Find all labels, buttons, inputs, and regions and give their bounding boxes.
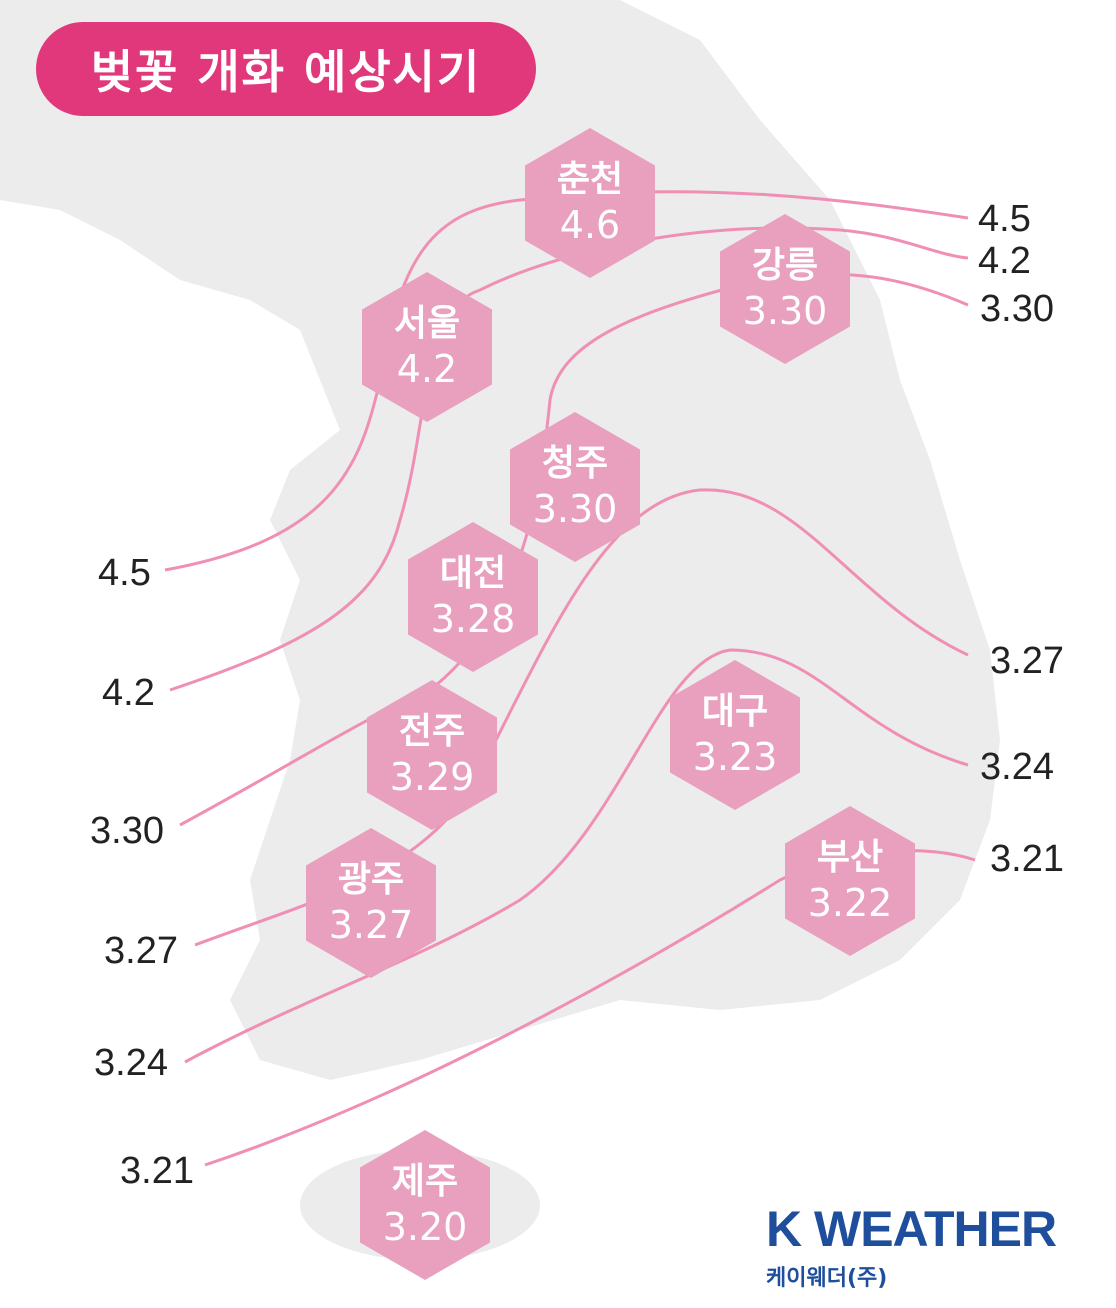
right-value: 3.27: [990, 640, 1064, 682]
city-date: 3.29: [389, 755, 475, 799]
city-name: 서울: [393, 303, 461, 344]
city-name: 청주: [541, 443, 609, 484]
city-name: 대전: [439, 553, 507, 594]
kweather-logo: K WEATHER 케이웨더(주): [766, 1200, 1106, 1292]
city-name: 제주: [391, 1161, 459, 1202]
city-date: 4.2: [396, 347, 458, 391]
right-value: 4.2: [978, 240, 1031, 282]
city-date: 3.28: [430, 597, 516, 641]
left-value: 4.5: [98, 552, 151, 594]
city-date: 3.27: [328, 903, 414, 947]
city-name: 대구: [701, 691, 769, 732]
left-value: 3.21: [120, 1150, 194, 1192]
city-marker-gangneung: 강릉 3.30: [720, 214, 850, 364]
right-value: 3.24: [980, 746, 1054, 788]
left-value: 4.2: [102, 672, 155, 714]
city-name: 부산: [816, 837, 884, 878]
city-marker-cheongju: 청주 3.30: [510, 412, 640, 562]
city-date: 4.6: [559, 203, 621, 247]
city-date: 3.30: [532, 487, 618, 531]
city-name: 광주: [337, 859, 405, 900]
city-marker-daegu: 대구 3.23: [670, 660, 800, 810]
page-title: 벚꽃 개화 예상시기: [36, 22, 536, 116]
line-3.24: [184, 648, 969, 1064]
city-name: 춘천: [556, 159, 624, 200]
left-value: 3.27: [104, 930, 178, 972]
city-marker-busan: 부산 3.22: [785, 806, 915, 956]
city-name: 전주: [398, 711, 466, 752]
line-4.5: [164, 190, 969, 572]
right-value: 4.5: [978, 198, 1031, 240]
right-value: 3.21: [990, 838, 1064, 880]
logo-subtitle: 케이웨더(주): [766, 1266, 888, 1291]
left-value: 3.30: [90, 810, 164, 852]
line-4.2: [169, 226, 969, 692]
city-name: 강릉: [751, 245, 819, 286]
city-date: 3.20: [382, 1205, 468, 1249]
city-date: 3.23: [692, 735, 778, 779]
city-marker-chuncheon: 춘천 4.6: [525, 128, 655, 278]
logo-brand: K WEATHER: [766, 1201, 1057, 1257]
city-date: 3.22: [807, 881, 893, 925]
right-value: 3.30: [980, 288, 1054, 330]
city-date: 3.30: [742, 289, 828, 333]
left-value: 3.24: [94, 1042, 168, 1084]
